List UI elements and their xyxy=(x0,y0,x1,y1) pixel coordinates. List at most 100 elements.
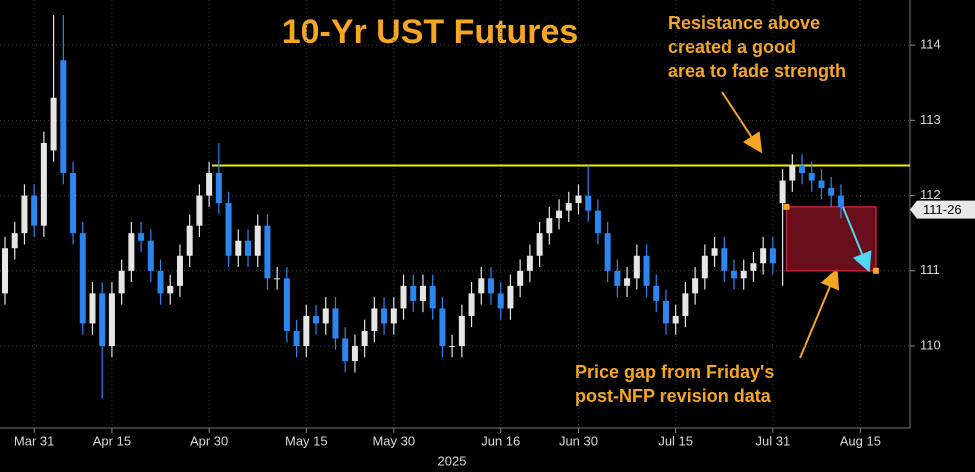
candle-body xyxy=(225,203,232,256)
candle-body xyxy=(565,203,572,211)
annotation-line: area to fade strength xyxy=(668,61,846,81)
candle-body xyxy=(381,308,388,324)
candle-body xyxy=(254,225,261,256)
candle-body xyxy=(351,346,358,362)
x-axis-label: 2025 xyxy=(438,453,467,468)
candle-body xyxy=(643,255,650,286)
candle-body xyxy=(147,240,154,271)
candle-body xyxy=(624,278,631,286)
candle-body xyxy=(245,240,251,256)
candle-body xyxy=(507,285,514,309)
candle-body xyxy=(128,233,135,271)
candle-body xyxy=(2,248,8,294)
x-tick-label: Mar 31 xyxy=(14,433,54,448)
x-tick-label: May 15 xyxy=(285,433,328,448)
candle-body xyxy=(799,165,806,174)
candle-body xyxy=(604,233,611,271)
candle-body xyxy=(419,285,426,301)
candle-body xyxy=(633,255,640,279)
candle-body xyxy=(828,188,835,196)
x-tick-label: Aug 15 xyxy=(840,433,881,448)
candle-body xyxy=(478,278,485,294)
candle-body xyxy=(303,315,310,347)
candle-body xyxy=(818,180,825,189)
candle-body xyxy=(711,248,718,256)
candle-body xyxy=(488,278,494,294)
candle-body xyxy=(342,338,349,362)
candle-body xyxy=(31,195,38,226)
candle-body xyxy=(283,278,290,331)
candle-body xyxy=(429,285,436,309)
candle-body xyxy=(264,225,271,279)
x-tick-label: Jul 31 xyxy=(756,433,791,448)
candle-body xyxy=(99,293,106,347)
candle-body xyxy=(721,248,728,271)
last-price-label: 111-26 xyxy=(923,202,962,217)
candle-body xyxy=(274,278,281,280)
candle-body xyxy=(70,173,77,234)
candle-body xyxy=(789,165,796,181)
candle-body xyxy=(731,270,737,279)
y-tick-label: 111 xyxy=(920,262,940,277)
candle-body xyxy=(322,308,329,324)
candle-body xyxy=(390,308,397,324)
candle-body xyxy=(439,308,446,347)
annotation-line: Resistance above xyxy=(668,13,820,33)
candle-body xyxy=(21,195,28,234)
projection-arrow xyxy=(841,206,872,273)
candle-body xyxy=(79,233,86,324)
candle-body xyxy=(449,346,456,348)
gap-marker xyxy=(872,267,879,274)
annotation-line: created a good xyxy=(668,37,796,57)
candle-body xyxy=(614,270,621,286)
candle-body xyxy=(837,195,844,207)
candle-body xyxy=(653,285,660,301)
candle-body xyxy=(176,255,183,286)
candle-body xyxy=(11,233,18,249)
candle-body xyxy=(536,233,543,256)
x-tick-label: Apr 30 xyxy=(190,433,228,448)
candle-body xyxy=(371,308,378,331)
candle-body xyxy=(760,248,767,264)
candle-body xyxy=(662,300,669,324)
candle-body xyxy=(594,210,601,234)
candle-body xyxy=(138,233,145,241)
candle-body xyxy=(750,263,757,271)
annotation-arrow xyxy=(721,91,763,154)
candle-body xyxy=(157,270,164,294)
candle-body xyxy=(215,173,222,204)
x-tick-label: Jun 30 xyxy=(559,433,598,448)
candle-body xyxy=(332,308,339,339)
candle-body xyxy=(546,218,553,234)
candle-body xyxy=(556,210,563,219)
candle-body xyxy=(196,195,203,226)
y-tick-label: 113 xyxy=(920,112,941,127)
candle-body xyxy=(361,330,368,347)
candle-body xyxy=(89,293,96,324)
y-tick-label: 112 xyxy=(920,187,941,202)
last-price-tag xyxy=(910,200,975,219)
candle-body xyxy=(769,248,776,264)
candle-body xyxy=(585,195,592,211)
candle-body xyxy=(575,195,582,204)
y-tick-label: 110 xyxy=(920,337,941,352)
x-tick-label: Apr 15 xyxy=(93,433,131,448)
x-tick-label: Jul 15 xyxy=(658,433,693,448)
candle-body xyxy=(235,240,242,256)
candle-body xyxy=(118,270,125,294)
candle-body xyxy=(60,60,67,174)
candle-body xyxy=(313,315,320,324)
candle-body xyxy=(400,285,407,309)
gap-marker xyxy=(783,203,790,210)
candle-body xyxy=(468,293,475,316)
candle-body xyxy=(167,285,174,294)
chart-title: 10-Yr UST Futures xyxy=(282,13,579,51)
candle-body xyxy=(682,293,689,316)
y-tick-label: 114 xyxy=(920,37,941,52)
candle-body xyxy=(50,97,57,151)
annotation-arrow xyxy=(799,268,840,359)
x-tick-label: Jun 16 xyxy=(481,433,520,448)
candle-body xyxy=(808,173,815,181)
candle-body xyxy=(692,278,699,294)
